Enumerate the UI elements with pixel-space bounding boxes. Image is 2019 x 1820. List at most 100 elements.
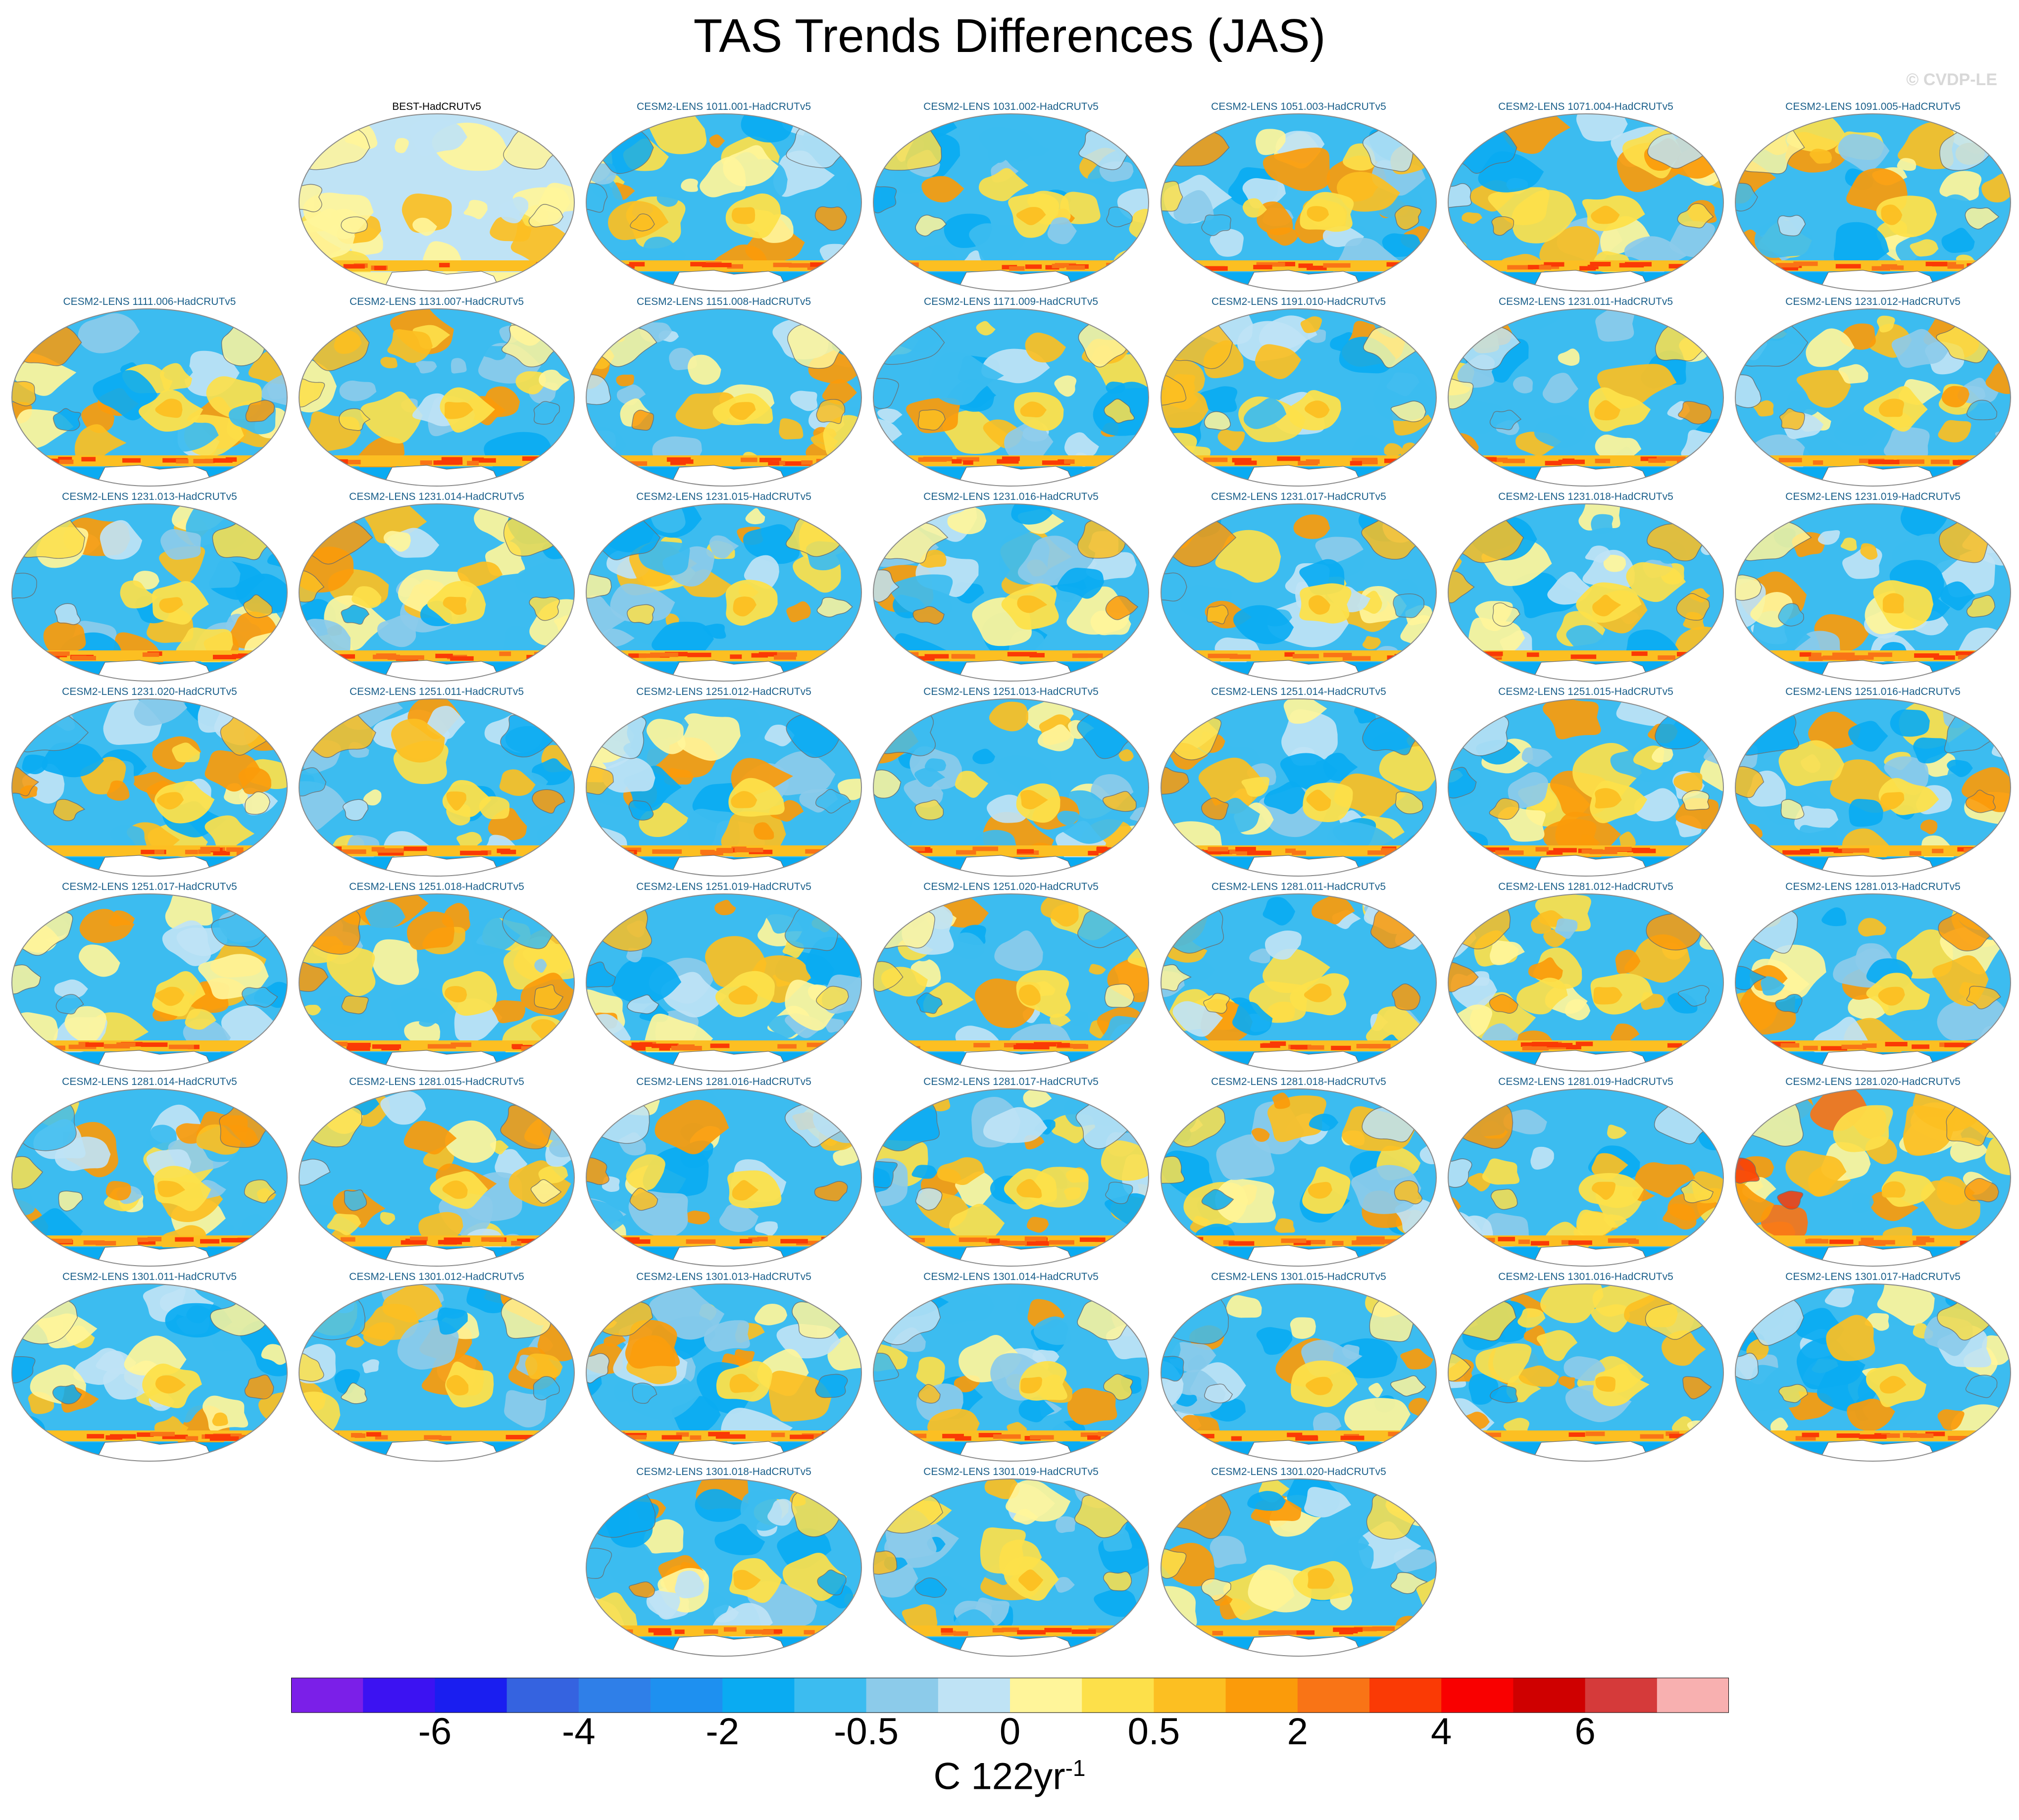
trend-anomaly-region	[1173, 190, 1214, 224]
southern-ocean-strong-warming	[1367, 850, 1394, 855]
southern-ocean-strong-warming	[1384, 458, 1414, 463]
southern-ocean-strong-warming	[1881, 1433, 1900, 1438]
map-panel: CESM2-LENS 1301.013-HadCRUTv5	[580, 1269, 867, 1465]
southern-ocean-strong-warming	[1143, 266, 1149, 271]
trend-anomaly-region	[363, 789, 382, 806]
southern-ocean-strong-warming	[1489, 654, 1502, 659]
trend-anomaly-region	[360, 391, 423, 443]
antarctica-missing-data	[1531, 660, 1651, 681]
south-america-landmass	[1678, 985, 1710, 1007]
southern-ocean-strong-warming	[323, 1238, 337, 1243]
pacific-warm-core	[442, 1181, 468, 1199]
southern-ocean-strong-warming	[1666, 1431, 1679, 1436]
global-map	[586, 1283, 862, 1462]
trend-anomaly-region	[103, 1368, 155, 1400]
asia-landmass	[1161, 313, 1233, 369]
trend-anomaly-region	[539, 369, 570, 391]
southern-ocean-strong-warming	[1398, 1237, 1427, 1242]
south-america-landmass	[1390, 1375, 1426, 1397]
southern-ocean-strong-warming	[1422, 262, 1436, 267]
map-panel: CESM2-LENS 1281.020-HadCRUTv5	[1729, 1074, 2017, 1270]
global-map	[873, 1283, 1149, 1462]
southern-ocean-strong-warming	[1522, 1046, 1549, 1051]
southern-ocean-strong-warming	[1066, 265, 1085, 270]
southern-ocean-strong-warming	[1122, 848, 1147, 853]
southern-ocean-strong-warming	[873, 460, 893, 465]
trend-anomaly-region	[1851, 1192, 1874, 1213]
southern-ocean-strong-warming	[1256, 262, 1285, 267]
trend-anomaly-region	[549, 316, 574, 346]
trend-anomaly-region	[346, 1335, 365, 1348]
southern-ocean-strong-warming	[1526, 652, 1539, 657]
southern-ocean-strong-warming	[1910, 1433, 1934, 1438]
southern-ocean-strong-warming	[956, 850, 976, 855]
trend-anomaly-region	[790, 391, 818, 411]
map-panel-title: CESM2-LENS 1281.013-HadCRUTv5	[1785, 881, 1961, 892]
southern-ocean-strong-warming	[710, 1043, 730, 1048]
southern-ocean-strong-warming	[851, 262, 861, 267]
antarctica-missing-data	[1244, 660, 1363, 681]
map-panel: CESM2-LENS 1231.018-HadCRUTv5	[1442, 489, 1729, 685]
south-america-landmass	[1966, 595, 1996, 618]
southern-ocean-strong-warming	[821, 1236, 840, 1241]
trend-anomaly-region	[1513, 376, 1533, 394]
southern-ocean-strong-warming	[1229, 849, 1244, 854]
southern-ocean-strong-warming	[1595, 458, 1611, 463]
global-map	[586, 503, 862, 682]
southern-ocean-strong-warming	[1287, 1432, 1303, 1437]
southern-ocean-strong-warming	[716, 848, 733, 853]
trend-anomaly-region	[1542, 373, 1578, 403]
africa-landmass	[12, 573, 37, 600]
southern-ocean-strong-warming	[1260, 1043, 1280, 1048]
southern-ocean-strong-warming	[1518, 1239, 1530, 1244]
southern-ocean-strong-warming	[1871, 266, 1890, 271]
trend-anomaly-region	[1536, 1330, 1578, 1361]
southern-ocean-strong-warming	[1723, 1432, 1724, 1436]
trend-anomaly-region	[611, 957, 682, 1004]
southern-ocean-strong-warming	[748, 1237, 759, 1242]
map-panel-title: CESM2-LENS 1281.020-HadCRUTv5	[1785, 1076, 1961, 1087]
antarctica-missing-data	[382, 1245, 502, 1266]
southern-ocean-strong-warming	[790, 1434, 814, 1439]
southern-ocean-strong-warming	[1342, 656, 1371, 661]
southern-ocean-strong-warming	[340, 1237, 355, 1242]
southern-ocean-strong-warming	[1428, 1435, 1436, 1440]
trend-anomaly-region	[327, 944, 376, 996]
map-panel: CESM2-LENS 1031.002-HadCRUTv5	[867, 99, 1155, 295]
southern-ocean-strong-warming	[1803, 1045, 1818, 1050]
southern-ocean-strong-warming	[1422, 652, 1436, 657]
south-america-landmass	[1682, 790, 1710, 811]
southern-ocean-strong-warming	[879, 1433, 892, 1438]
southern-ocean-strong-warming	[1811, 652, 1821, 657]
pacific-warm-core	[1306, 1377, 1333, 1395]
antarctica-missing-data	[1818, 1050, 1938, 1071]
southern-ocean-strong-warming	[1087, 1435, 1101, 1440]
trend-anomaly-region	[1023, 1089, 1052, 1108]
africa-landmass	[1161, 375, 1187, 406]
colorbar-segment	[722, 1678, 795, 1713]
trend-anomaly-region	[786, 601, 811, 623]
map-border	[299, 698, 575, 877]
trend-anomaly-region	[1101, 1140, 1149, 1181]
map-border	[1161, 503, 1437, 682]
southern-ocean-strong-warming	[1658, 655, 1675, 660]
map-panel: CESM2-LENS 1171.009-HadCRUTv5	[867, 294, 1155, 490]
southern-ocean-strong-warming	[376, 653, 397, 658]
southern-ocean-strong-warming	[1690, 655, 1719, 660]
southern-ocean-strong-warming	[1171, 456, 1195, 461]
south-america-landmass	[530, 1179, 562, 1204]
colorbar-segment	[1369, 1678, 1442, 1713]
map-panel-title: CESM2-LENS 1251.015-HadCRUTv5	[1498, 686, 1673, 697]
southern-ocean-strong-warming	[1547, 1042, 1573, 1047]
southern-ocean-strong-warming	[1088, 851, 1099, 856]
australia-landmass	[627, 604, 655, 625]
antarctica-missing-data	[95, 855, 214, 876]
trend-anomaly-region	[248, 347, 287, 388]
trend-anomaly-region	[1067, 1388, 1117, 1425]
global-map	[1448, 503, 1724, 682]
southern-ocean-strong-warming	[1868, 459, 1885, 464]
trend-anomaly-region	[1824, 1288, 1855, 1308]
southern-ocean-strong-warming	[1292, 850, 1307, 855]
antarctica-missing-data	[1531, 465, 1651, 486]
trend-anomaly-region	[685, 1210, 710, 1225]
